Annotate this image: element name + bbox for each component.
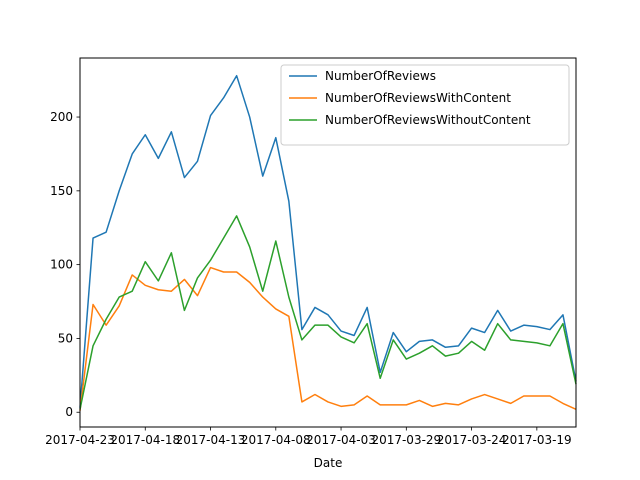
plot-frame [79,57,577,428]
series-line-0 [79,74,577,408]
x-tick-label-5: 2017-03-29 [371,433,441,447]
x-tick-label-7: 2017-03-19 [502,433,572,447]
y-tick-label-0: 0 [65,405,73,419]
x-tick-label-0: 2017-04-23 [45,433,115,447]
legend: NumberOfReviews NumberOfReviewsWithConten… [280,64,570,146]
y-axis: 0 50 100 150 200 [50,110,80,419]
y-tick-label-3: 150 [50,184,73,198]
legend-label-1: NumberOfReviewsWithContent [325,91,511,105]
series-line-1 [79,266,577,411]
plot-lines [79,74,577,411]
x-tick-label-1: 2017-04-18 [110,433,180,447]
x-axis: 2017-04-232017-04-182017-04-132017-04-08… [45,427,572,447]
series-line-2 [79,215,577,410]
x-tick-label-4: 2017-04-03 [306,433,376,447]
legend-label-2: NumberOfReviewsWithoutContent [325,113,531,127]
x-axis-title: Date [314,456,343,470]
legend-label-0: NumberOfReviews [325,69,436,83]
y-tick-label-2: 100 [50,258,73,272]
y-tick-label-4: 200 [50,110,73,124]
x-tick-label-2: 2017-04-13 [176,433,246,447]
legend-box [280,64,570,146]
x-tick-label-3: 2017-04-08 [241,433,311,447]
y-tick-label-1: 50 [58,331,73,345]
x-tick-label-6: 2017-03-24 [437,433,507,447]
